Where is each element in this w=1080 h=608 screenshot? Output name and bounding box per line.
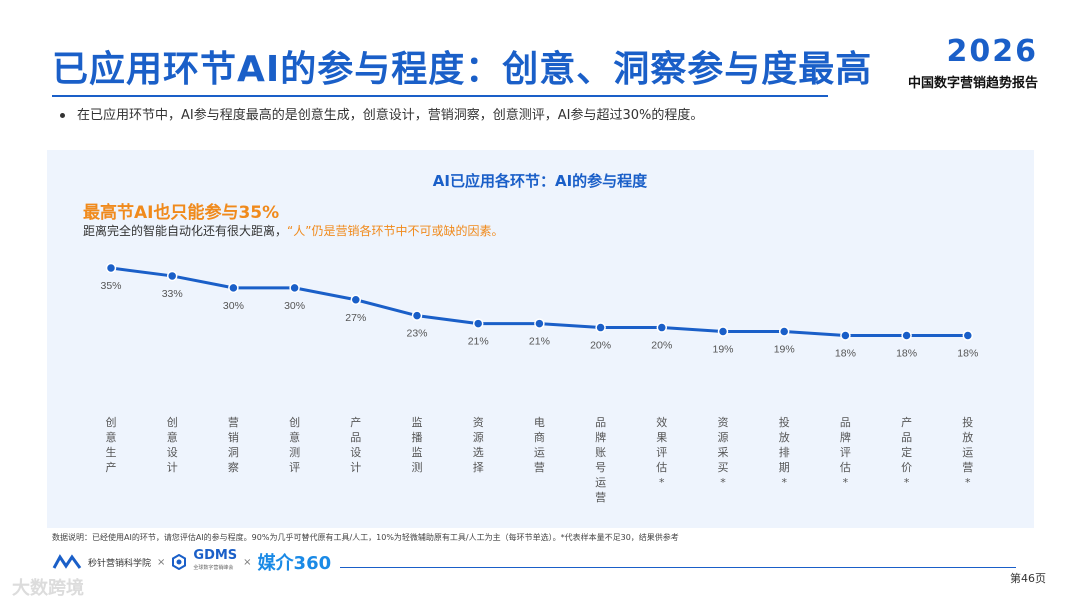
data-point (841, 331, 850, 340)
org2-name: GDMS (193, 548, 237, 563)
data-label: 18% (896, 347, 917, 359)
data-label: 20% (590, 340, 611, 352)
data-footnote: 数据说明：已经使用AI的环节，请您评估AI的参与程度。90%为几乎可替代原有工具… (52, 532, 679, 543)
page-number: 第46页 (1010, 570, 1046, 586)
partner-logos: 秒针营销科学院 × GDMS 全球数字营销峰会 × 媒介360 (52, 550, 331, 574)
data-label: 21% (468, 336, 489, 348)
logo-separator-2: × (243, 557, 251, 568)
data-label: 18% (835, 347, 856, 359)
category-label: 资源选择 (473, 416, 484, 474)
data-point (474, 319, 483, 328)
org1-name: 秒针营销科学院 (88, 556, 151, 569)
org2-logo: GDMS 全球数字营销峰会 (193, 550, 237, 574)
org2-subtitle: 全球数字营销峰会 (193, 562, 237, 574)
category-label: 创意测评 (289, 416, 300, 474)
data-point (290, 283, 299, 292)
data-point (963, 331, 972, 340)
data-label: 33% (162, 288, 183, 300)
data-point (719, 327, 728, 336)
data-point (229, 283, 238, 292)
footer-rule (340, 567, 1016, 568)
data-label: 20% (651, 340, 672, 352)
category-label: 创意设计 (167, 416, 178, 474)
data-label: 18% (957, 347, 978, 359)
category-label: 效果评估* (656, 415, 667, 489)
data-label: 19% (712, 344, 733, 356)
data-point (596, 323, 605, 332)
category-label: 产品设计 (350, 415, 361, 474)
data-point (107, 264, 116, 273)
data-point (413, 311, 422, 320)
org3-logo: 媒介360 (258, 549, 332, 575)
data-label: 19% (774, 344, 795, 356)
data-label: 27% (345, 312, 366, 324)
data-label: 30% (223, 300, 244, 312)
category-label: 品牌评估* (840, 416, 851, 489)
data-point (168, 271, 177, 280)
watermark: 大数跨境 (12, 574, 84, 600)
category-label: 产品定价* (901, 415, 912, 489)
miaozhen-logo-icon (52, 554, 82, 570)
category-label: 资源采买* (718, 416, 729, 489)
data-point (780, 327, 789, 336)
data-point (657, 323, 666, 332)
logo-separator: × (157, 557, 165, 568)
data-point (535, 319, 544, 328)
data-point (351, 295, 360, 304)
data-label: 21% (529, 336, 550, 348)
category-label: 监播监测 (412, 416, 423, 474)
category-label: 营销洞察 (228, 415, 239, 474)
data-label: 30% (284, 300, 305, 312)
data-point (902, 331, 911, 340)
category-label: 品牌账号运营 (595, 416, 606, 504)
data-label: 35% (100, 280, 121, 292)
category-label: 投放排期* (779, 415, 790, 489)
data-label: 23% (406, 328, 427, 340)
category-label: 投放运营* (962, 415, 973, 489)
category-label: 电商运营 (534, 416, 545, 474)
gdms-logo-icon (171, 554, 187, 570)
category-label: 创意生产 (106, 416, 117, 474)
